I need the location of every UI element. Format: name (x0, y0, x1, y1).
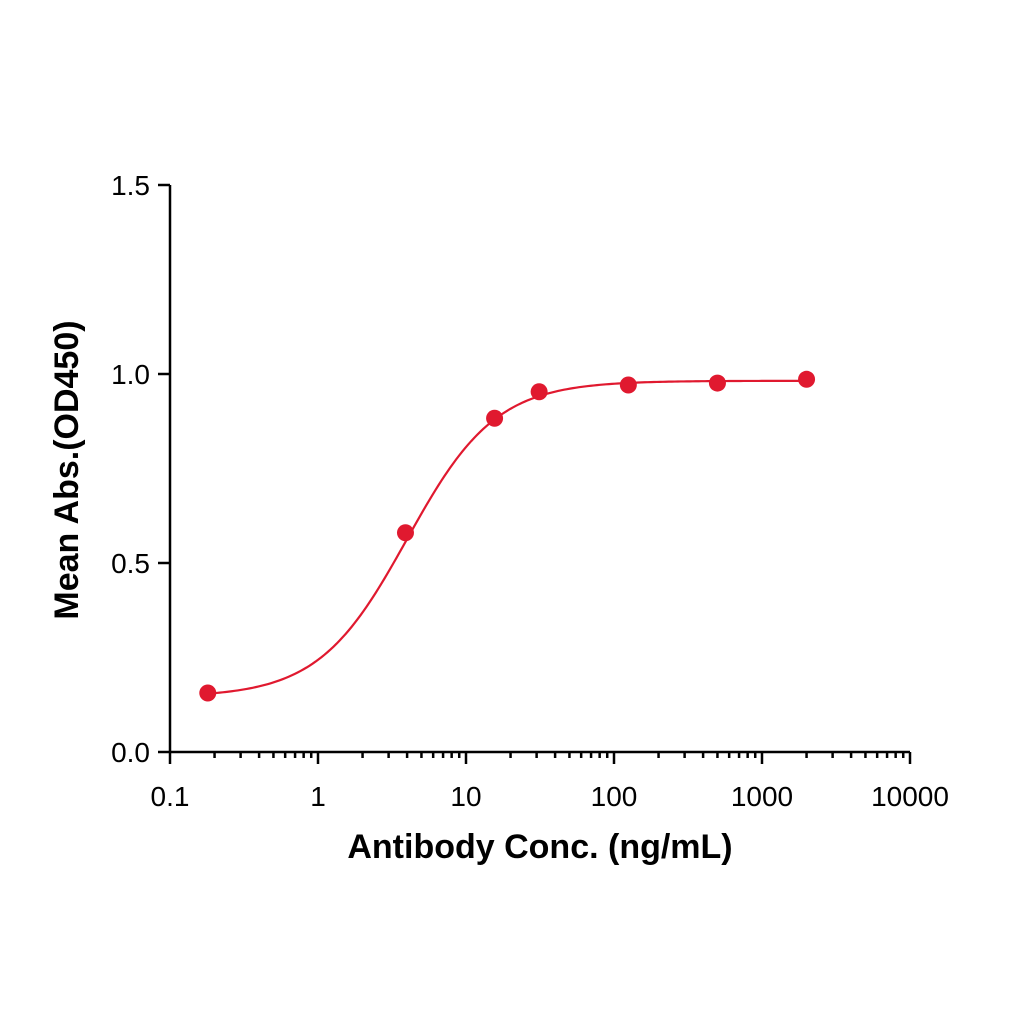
fit-curve (207, 379, 807, 695)
data-point (199, 684, 217, 702)
data-point (708, 374, 726, 392)
x-axis-title: Antibody Conc. (ng/mL) (347, 828, 732, 866)
x-tick-label: 0.1 (151, 781, 190, 812)
x-tick-label: 10000 (871, 781, 949, 812)
data-point (486, 409, 504, 427)
y-axis-title: Mean Abs.(OD450) (48, 320, 86, 619)
y-ticks: 0.0 0.5 1.0 1.5 (111, 170, 170, 768)
data-point (396, 524, 414, 542)
data-point (798, 370, 816, 388)
x-ticks: 0.1 1 10 100 1000 10000 (151, 752, 949, 812)
y-tick-label: 1.5 (111, 170, 150, 201)
data-point (619, 376, 637, 394)
data-points (199, 370, 816, 702)
y-tick-label: 0.5 (111, 548, 150, 579)
fit-curves (207, 379, 807, 695)
x-tick-label: 1 (310, 781, 326, 812)
y-tick-label: 1.0 (111, 359, 150, 390)
x-tick-label: 1000 (731, 781, 793, 812)
data-point (530, 383, 548, 401)
x-tick-label: 10 (450, 781, 481, 812)
y-tick-label: 0.0 (111, 737, 150, 768)
axes (168, 185, 910, 754)
x-tick-label: 100 (591, 781, 638, 812)
